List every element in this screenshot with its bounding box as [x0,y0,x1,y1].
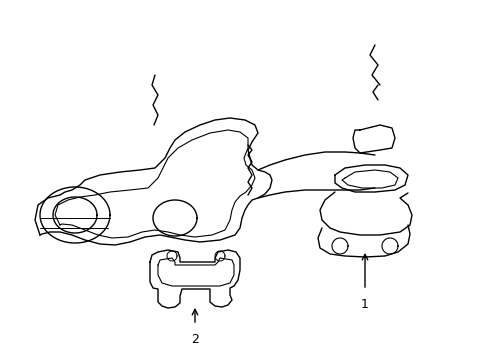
Text: 1: 1 [360,298,368,311]
Text: 2: 2 [191,333,199,346]
